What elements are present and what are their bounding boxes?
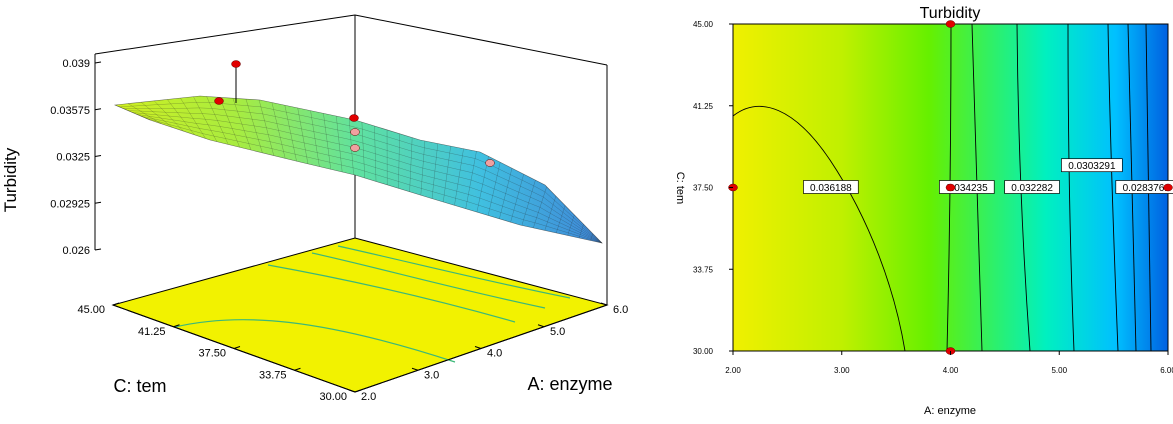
z-tick-label: 0.0325 — [56, 152, 90, 164]
y-tick-mark — [233, 346, 241, 349]
mesh-line — [123, 107, 603, 244]
contour-line — [1067, 24, 1075, 351]
x-tick-label: 5.0 — [550, 326, 565, 338]
x-tick-mark — [600, 302, 608, 306]
mesh-line — [119, 102, 603, 244]
y-tick-label: 30.00 — [319, 391, 347, 403]
contour-label-box — [1061, 158, 1123, 173]
contour-x-tick-label: 3.00 — [834, 366, 850, 375]
design-point — [349, 114, 359, 122]
y-tick-mark — [294, 367, 301, 371]
y-axis-ticks: 30.00 33.75 37.50 41.25 45.00 — [77, 302, 362, 403]
contour-label: 0.036188 — [810, 183, 852, 194]
contour-y-tick-label: 30.00 — [693, 347, 714, 356]
design-points — [214, 60, 495, 167]
surface-chart: 0.026 0.02925 0.0325 0.03575 0.039 30.00 33.7… — [1, 14, 628, 403]
mesh-line — [132, 112, 603, 244]
contour-x-tick-label: 5.00 — [1051, 366, 1067, 375]
y-tick-mark — [112, 302, 120, 306]
y-tick-label: 37.50 — [198, 348, 226, 360]
z-tick-mark — [94, 61, 102, 64]
contour-line — [946, 24, 952, 351]
contour-title: Turbidity — [920, 5, 981, 22]
contour-label-box — [1115, 180, 1173, 194]
x-tick-label: 2.0 — [361, 391, 376, 403]
design-point — [1163, 183, 1173, 192]
x-tick-mark — [411, 367, 419, 371]
back-top-right — [354, 14, 608, 66]
y-axis-label: C: tem — [113, 376, 166, 396]
back-top-left — [94, 14, 356, 55]
contour-label: 0.034235 — [946, 183, 988, 194]
design-point — [231, 60, 241, 68]
design-point — [350, 128, 360, 136]
x-tick-label: 6.0 — [613, 304, 628, 316]
mesh-line — [141, 116, 603, 244]
y-tick-label: 41.25 — [138, 326, 166, 338]
floor-contour-line — [337, 245, 571, 299]
floor-plane — [111, 237, 609, 393]
contour-y-tick-label: 41.25 — [693, 102, 714, 111]
contour-x-axis-label: A: enzyme — [924, 405, 976, 417]
z-tick-label: 0.039 — [62, 58, 90, 70]
design-point — [214, 97, 224, 105]
contour-y-ticks: 30.00 33.75 37.50 41.25 45.00 — [693, 20, 733, 356]
x-axis-ticks: 2.0 3.0 4.0 5.0 6.0 — [348, 302, 628, 403]
contour-x-tick-label: 2.00 — [725, 366, 741, 375]
mesh-line — [128, 110, 603, 244]
z-tick-mark — [94, 108, 102, 111]
z-tick-label: 0.02925 — [50, 198, 90, 210]
mesh-line — [145, 117, 603, 244]
contour-y-tick-label: 33.75 — [693, 265, 714, 274]
x-tick-mark — [348, 389, 356, 393]
design-point — [485, 159, 495, 167]
contour-chart: Turbidity 0.036188 0.034235 0.032282 0.0303… — [674, 5, 1173, 417]
contour-y-tick-label: 37.50 — [693, 184, 714, 193]
x-tick-label: 4.0 — [487, 348, 502, 360]
contour-y-tick-label: 45.00 — [693, 20, 714, 29]
x-tick-label: 3.0 — [424, 369, 439, 381]
contour-labels: 0.036188 0.034235 0.032282 0.0303291 0.02837… — [803, 158, 1173, 194]
design-point — [945, 20, 956, 28]
z-tick-label: 0.026 — [62, 245, 90, 257]
contour-label: 0.032282 — [1011, 183, 1053, 194]
mesh-line — [136, 114, 603, 244]
y-tick-label: 33.75 — [259, 369, 287, 381]
design-point — [945, 183, 956, 192]
z-tick-mark — [94, 248, 102, 251]
z-tick-mark — [94, 155, 102, 157]
z-axis-label: Turbidity — [1, 147, 20, 212]
contour-line — [733, 106, 906, 351]
surface-mesh — [114, 96, 603, 244]
floor-contours — [174, 245, 571, 363]
contour-label-box — [1004, 180, 1060, 194]
contour-label: 0.0283761 — [1123, 183, 1171, 194]
contour-x-tick-label: 6.00 — [1160, 366, 1173, 375]
x-tick-mark — [474, 346, 482, 349]
contour-y-axis-label: C: tem — [674, 172, 686, 204]
z-tick-mark — [94, 201, 102, 204]
contour-label-box — [803, 180, 859, 194]
x-axis-label: A: enzyme — [527, 374, 612, 394]
y-tick-mark — [173, 324, 180, 328]
z-tick-label: 0.03575 — [50, 105, 90, 117]
floor-contour-line — [267, 264, 516, 323]
floor-contour-line — [174, 319, 456, 363]
design-point — [350, 144, 360, 152]
contour-label: 0.0303291 — [1068, 161, 1116, 172]
contour-line — [1107, 24, 1119, 351]
z-axis-ticks: 0.026 0.02925 0.0325 0.03575 0.039 — [50, 58, 102, 257]
floor-contour-line — [311, 252, 546, 309]
x-tick-mark — [537, 324, 545, 328]
contour-x-ticks: 2.00 3.00 4.00 5.00 6.00 — [725, 351, 1173, 375]
y-tick-label: 45.00 — [77, 304, 105, 316]
contour-x-tick-label: 4.00 — [943, 366, 959, 375]
